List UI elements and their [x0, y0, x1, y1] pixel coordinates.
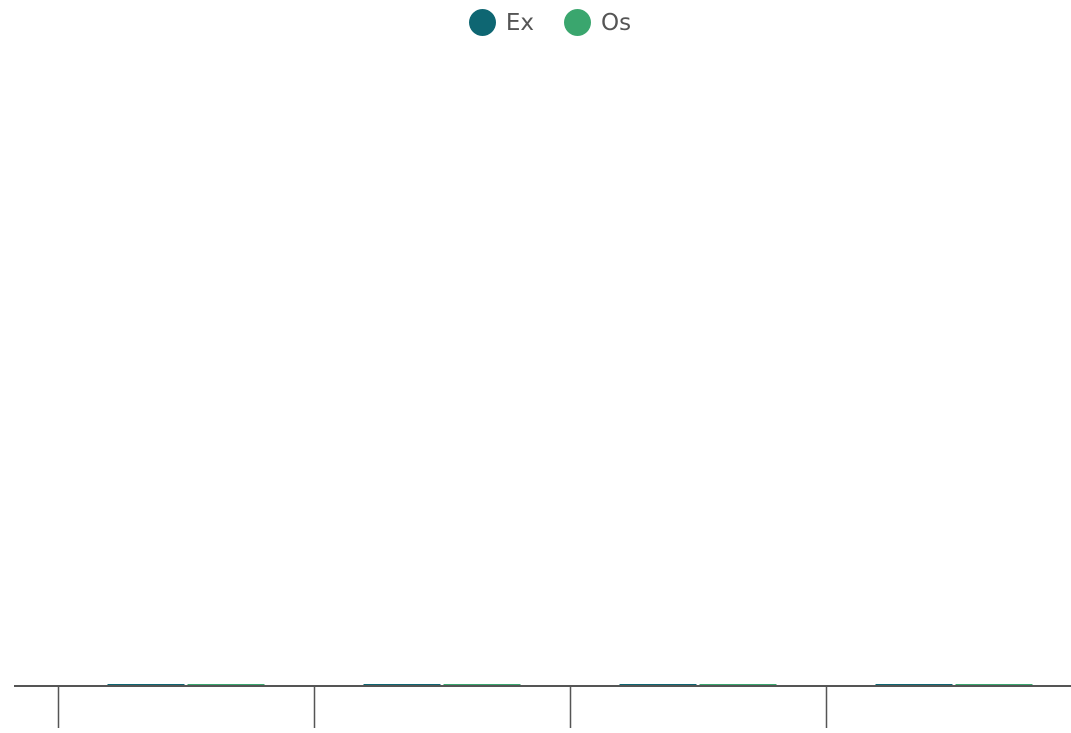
x-axis-ticks [57, 686, 828, 728]
